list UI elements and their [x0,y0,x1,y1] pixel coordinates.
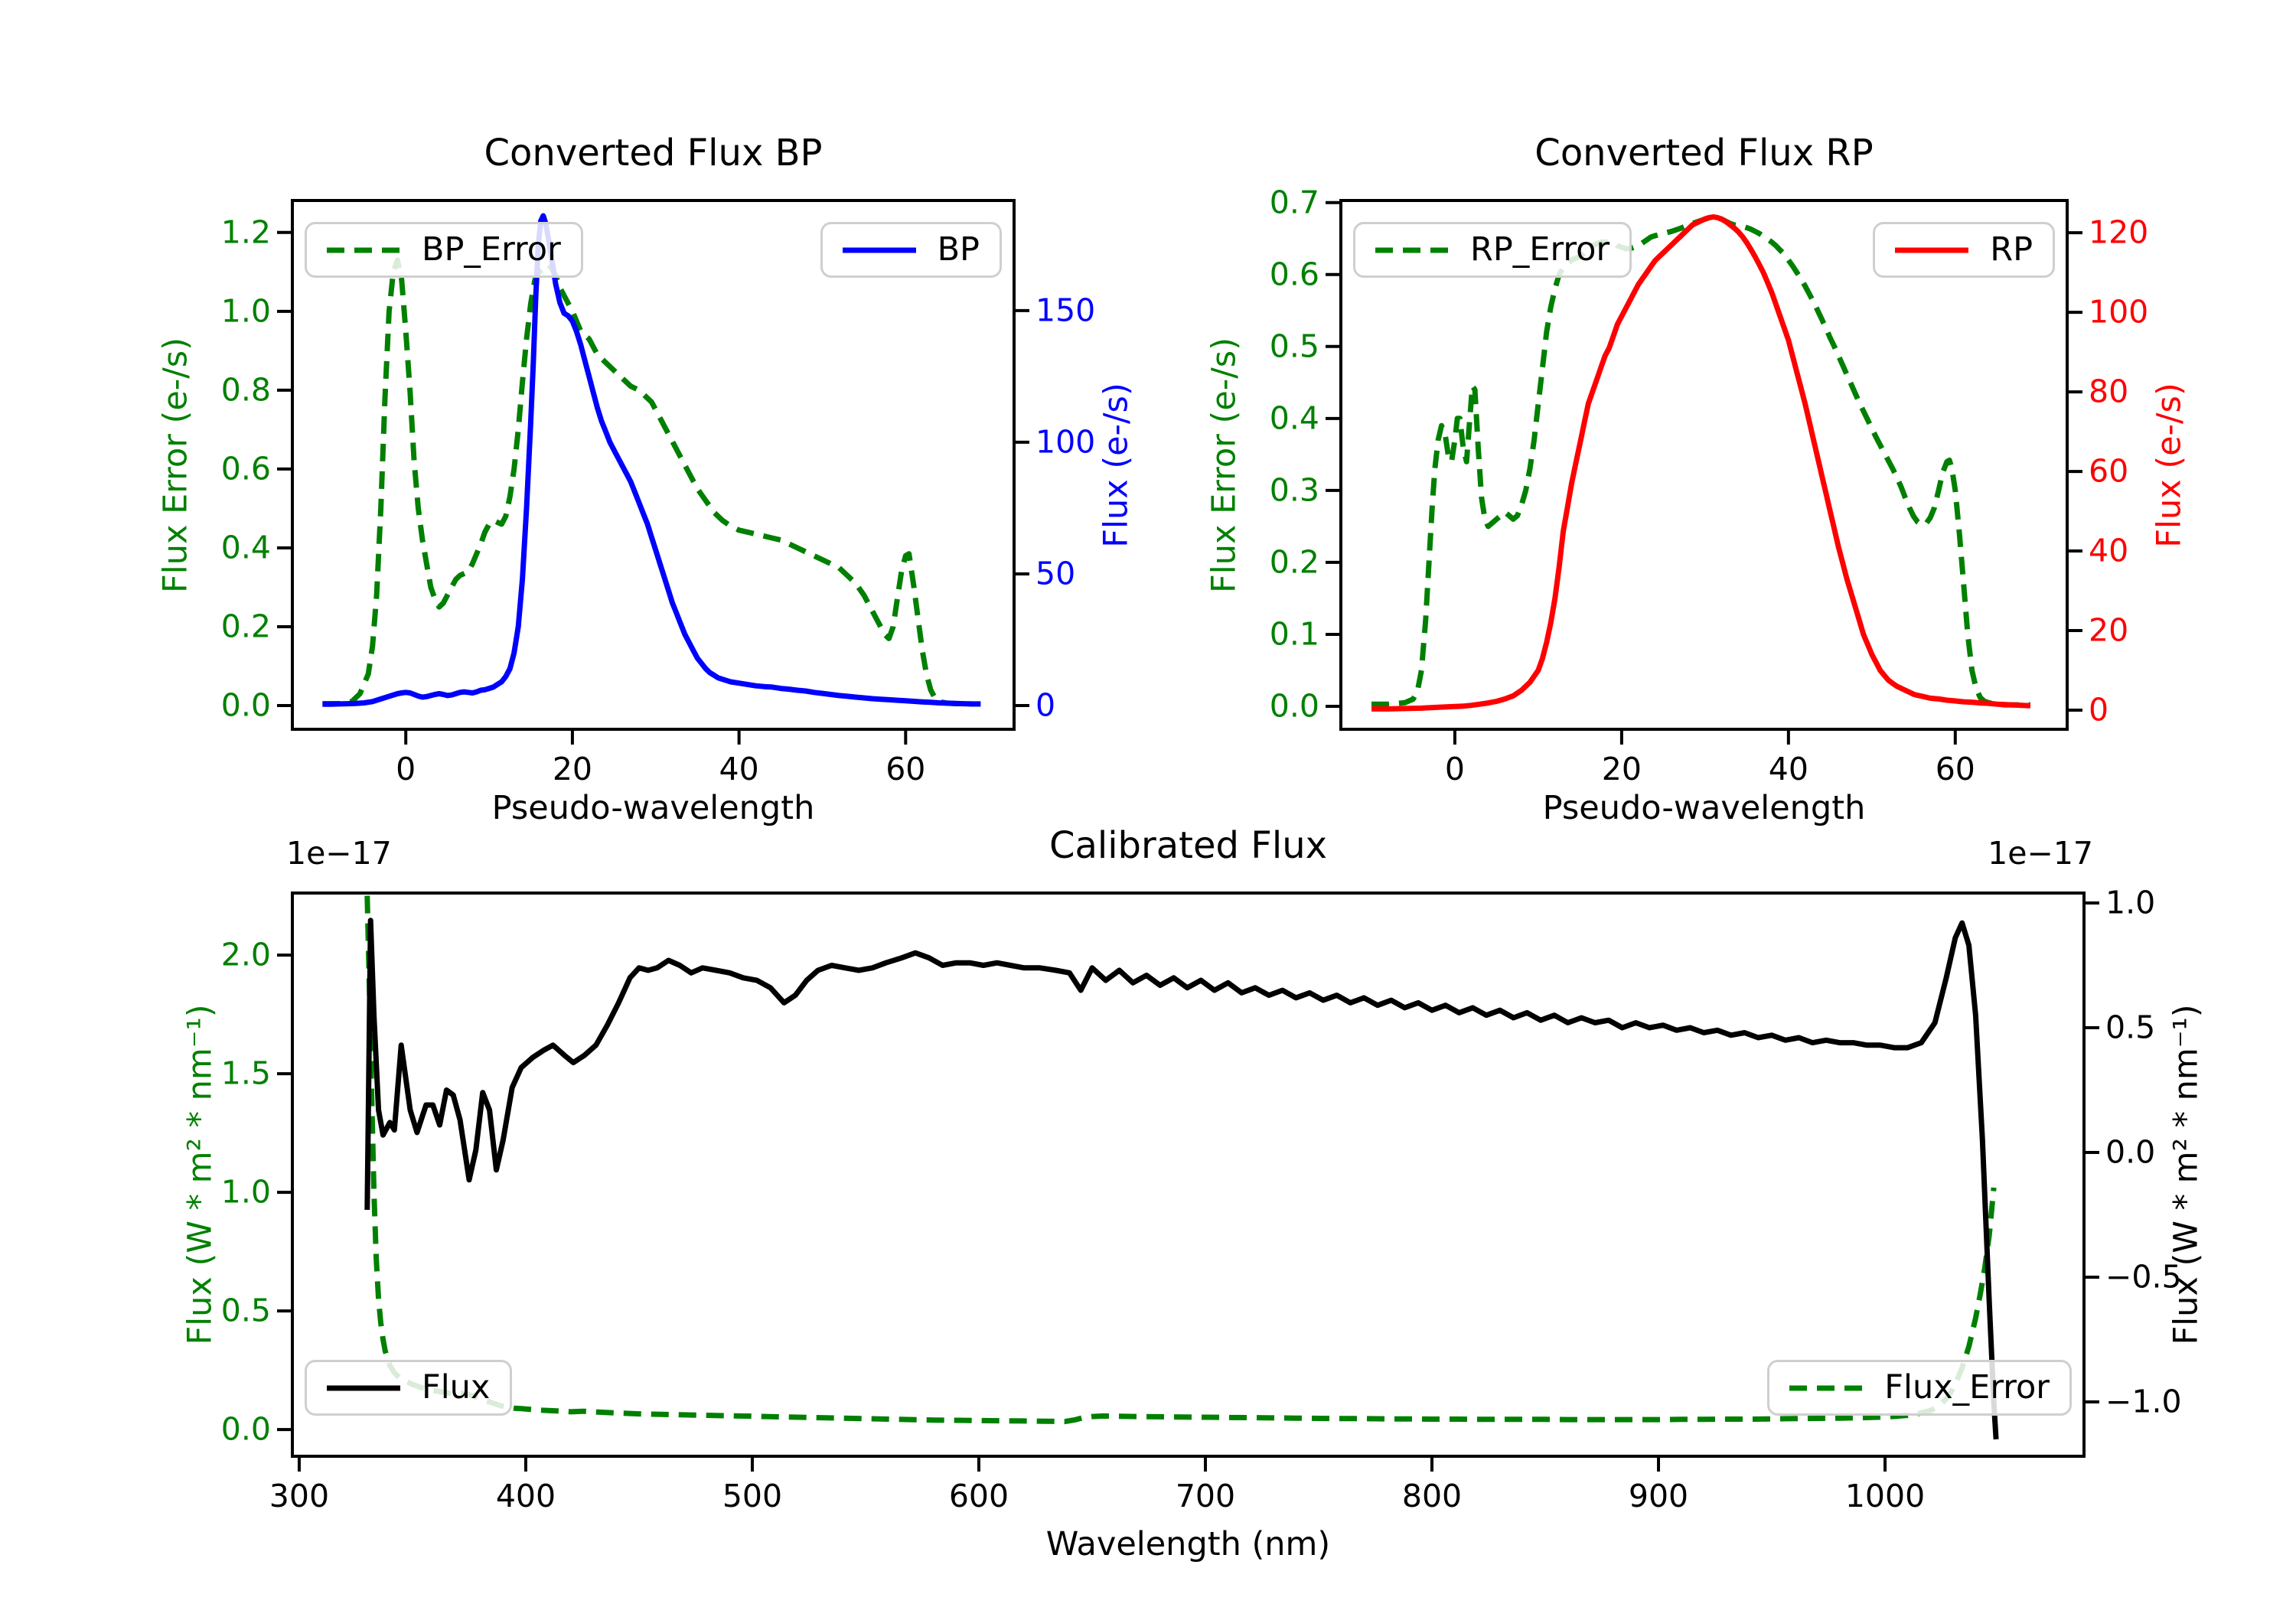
y-tick-label-left: 0.6 [220,450,271,487]
legend-flux: Flux [305,1360,513,1416]
y-tick-label-right: −1.0 [2105,1383,2182,1420]
series-bp [322,213,981,707]
series-rp_error [1371,214,2030,708]
y-tick-label-right: 120 [2089,214,2149,251]
y-tick-label-right: 150 [1035,292,1096,329]
y-tick-label-left: 1.5 [220,1054,271,1092]
y-tick-label-left: 0.5 [1269,328,1319,365]
chart-title-calibrated: Calibrated Flux [1049,824,1328,867]
chart-calibrated-flux: Calibrated Flux 1e−17 1e−17 Flux (W * m²… [181,827,2206,1561]
y-tick-label-right: 0.0 [2105,1133,2156,1171]
y-axis-label-flux-rp: Flux (e-/s) [2150,382,2189,548]
x-tick-label: 400 [495,1478,556,1514]
legend-line-sample [1895,247,1969,253]
y-tick-label-right: 20 [2089,611,2129,649]
legend-bp: BP [820,222,1002,278]
x-tick-label: 60 [885,751,926,787]
x-tick-label: 500 [722,1478,783,1514]
y-tick-label-left: 2.0 [220,936,271,973]
y-tick-label-right: 80 [2089,373,2129,410]
x-tick-label: 300 [269,1478,330,1514]
legend-line-sample [1789,1385,1864,1390]
x-tick-label: 0 [396,751,416,787]
series-bp_error [322,257,981,707]
chart-title-bp: Converted Flux BP [484,132,823,174]
chart-title-rp: Converted Flux RP [1534,132,1874,174]
y-tick-label-left: 1.0 [220,1173,271,1211]
x-tick-label: 0 [1444,751,1465,787]
y-tick-label-left: 0.5 [220,1292,271,1329]
y-tick-label-left: 0.0 [220,1410,271,1448]
y-tick-label-left: 0.6 [1269,256,1319,293]
y-axis-label-flux-right: Flux (W * m² * nm⁻¹) [2167,1004,2206,1345]
series-flux_error [364,895,1997,1425]
y-axis-label-flux-left: Flux (W * m² * nm⁻¹) [181,1004,220,1345]
y-tick-label-left: 0.7 [1269,184,1319,221]
legend-label: Flux_Error [1884,1368,2050,1407]
x-tick-label: 900 [1628,1478,1689,1514]
y-tick-label-right: 0 [2089,691,2109,729]
legend-line-sample [327,1385,400,1390]
x-tick-label: 40 [1768,751,1808,787]
plot-area-rp [1326,199,2082,745]
legend-label: Flux [422,1368,491,1407]
legend-label: RP_Error [1470,230,1610,269]
legend-line-sample [1375,247,1449,253]
x-axis-label-rp: Pseudo-wavelength [1542,789,1866,827]
legend-bp_error: BP_Error [305,222,583,278]
x-axis-label-wavelength: Wavelength (nm) [1045,1525,1331,1563]
y-tick-label-right: 0.5 [2105,1009,2156,1046]
y-tick-label-right: 60 [2089,452,2129,490]
y-tick-label-left: 0.3 [1269,471,1319,509]
y-axis-label-flux-bp: Flux (e-/s) [1097,382,1136,548]
y-tick-label-left: 0.4 [220,529,271,566]
y-axis-label-flux-error-rp: Flux Error (e-/s) [1205,337,1244,593]
x-tick-label: 60 [1935,751,1975,787]
chart-converted-flux-rp: Converted Flux RP Flux Error (e-/s) Flux… [1205,135,2189,825]
legend-line-sample [327,247,400,253]
axis-offset-text-right: 1e−17 [1988,835,2093,872]
x-tick-label: 1000 [1844,1478,1926,1514]
x-tick-label: 700 [1175,1478,1236,1514]
legend-rp_error: RP_Error [1353,222,1632,278]
y-tick-label-left: 0.0 [220,686,271,724]
y-tick-label-right: 100 [1035,423,1096,461]
y-tick-label-right: 50 [1035,555,1076,592]
axis-offset-text-left: 1e−17 [286,835,392,872]
x-tick-label: 20 [552,751,592,787]
series-rp [1371,214,2031,712]
y-tick-label-right: 40 [2089,532,2129,569]
y-tick-label-right: 100 [2089,293,2149,331]
y-tick-label-left: 0.0 [1269,687,1319,725]
plot-area-bp [277,199,1029,745]
x-tick-label: 800 [1401,1478,1463,1514]
y-tick-label-left: 0.2 [1269,543,1319,581]
legend-flux_error: Flux_Error [1767,1360,2072,1416]
y-axis-label-flux-error-bp: Flux Error (e-/s) [156,337,195,593]
y-tick-label-left: 1.2 [220,214,271,251]
legend-label: BP_Error [422,230,561,269]
x-tick-label: 40 [719,751,759,787]
y-tick-label-right: 1.0 [2105,884,2156,921]
y-tick-label-left: 0.8 [220,371,271,409]
y-tick-label-left: 0.4 [1269,399,1319,437]
y-tick-label-left: 0.2 [220,608,271,645]
chart-converted-flux-bp: Converted Flux BP Flux Error (e-/s) Flux… [157,135,1136,825]
y-tick-label-left: 1.0 [220,292,271,330]
series-flux [364,918,1999,1440]
x-axis-label-bp: Pseudo-wavelength [491,789,815,827]
legend-label: BP [937,230,980,269]
x-tick-label: 600 [948,1478,1009,1514]
legend-label: RP [1990,230,2033,269]
y-tick-label-right: 0 [1035,686,1056,724]
y-tick-label-left: 0.1 [1269,615,1319,653]
x-tick-label: 20 [1601,751,1642,787]
legend-line-sample [842,247,916,253]
legend-rp: RP [1873,222,2055,278]
